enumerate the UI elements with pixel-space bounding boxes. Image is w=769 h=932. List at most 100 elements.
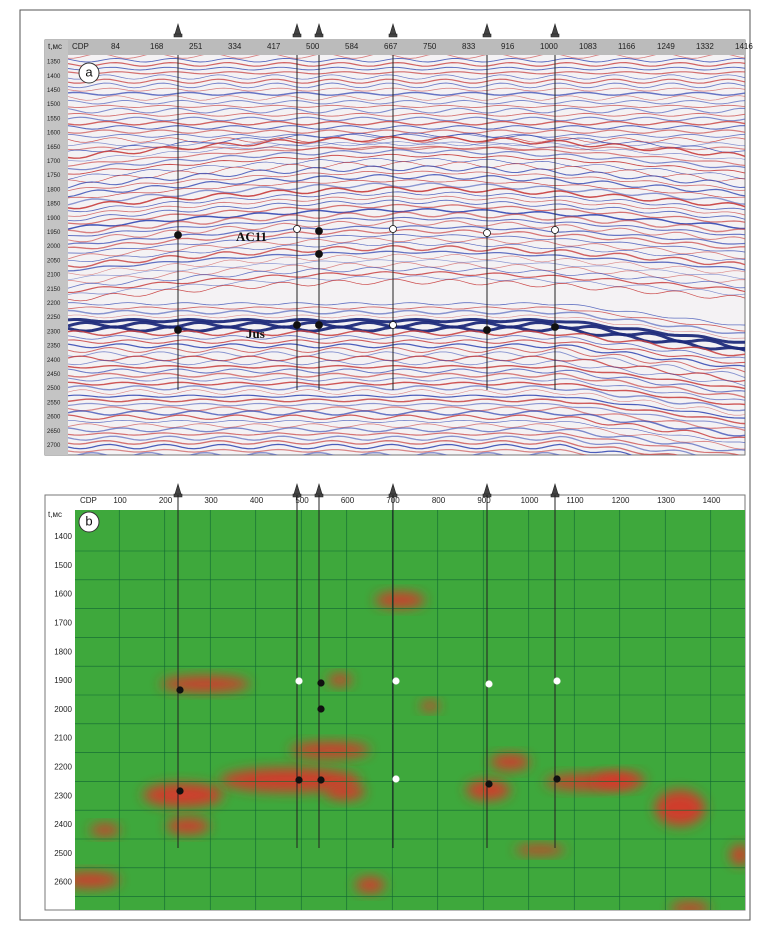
y-tick-label: 1600 (47, 131, 61, 137)
y-tick-label: 1650 (47, 145, 61, 151)
anomaly (75, 872, 120, 888)
seismic-trace (68, 182, 745, 206)
well-icon (482, 482, 492, 498)
seismic-trace (68, 149, 745, 171)
seismic-trace (68, 82, 745, 89)
seismic-trace (68, 170, 745, 192)
seismic-trace (68, 99, 745, 105)
seismic-trace (68, 153, 745, 175)
seismic-trace (68, 402, 745, 429)
x-tick-label: CDP (72, 42, 89, 51)
well-marker (553, 677, 561, 685)
top-axis-bar (45, 40, 745, 55)
anomaly (143, 783, 223, 807)
well-marker (392, 677, 400, 685)
anomaly (220, 768, 360, 792)
well-marker (553, 775, 561, 783)
seismic-trace (68, 61, 745, 67)
y-tick-label: 1700 (47, 159, 61, 165)
seismic-trace (68, 165, 745, 189)
seismic-trace (68, 253, 745, 276)
seismic-trace (68, 135, 745, 159)
y-tick-label: 2300 (47, 329, 61, 335)
well-marker (176, 787, 184, 795)
well-icon (388, 22, 398, 38)
well-marker (483, 326, 491, 334)
y-tick-label: 2400 (54, 820, 72, 829)
seismic-trace (68, 211, 745, 234)
anomaly (375, 592, 425, 608)
seismic-trace (68, 228, 745, 250)
well-marker (315, 250, 323, 258)
horizon-label: AC11 (236, 229, 267, 244)
seismic-trace (68, 57, 745, 63)
seismic-trace (68, 195, 745, 217)
x-tick-label: 1100 (566, 496, 584, 505)
seismic-trace (68, 406, 745, 432)
anomaly (160, 676, 250, 692)
x-tick-label: 800 (432, 496, 446, 505)
seismic-trace (68, 317, 745, 344)
seismic-trace (68, 381, 745, 406)
y-tick-label: 2400 (47, 358, 61, 364)
seismic-trace (68, 439, 680, 455)
y-tick-label: 1800 (47, 187, 61, 193)
anomaly (355, 877, 385, 893)
y-tick-label: 2250 (47, 315, 61, 321)
seismic-trace (68, 120, 745, 126)
y-tick-label: 1950 (47, 230, 61, 236)
seismic-trace (68, 394, 745, 419)
seismic-trace (68, 173, 745, 198)
well-marker (293, 321, 301, 329)
panel-label: a (85, 64, 93, 79)
x-tick-label: 667 (384, 42, 398, 51)
well-icon (173, 22, 183, 38)
x-tick-label: 1083 (579, 42, 597, 51)
seismic-trace (68, 219, 745, 243)
seismic-trace (68, 71, 745, 75)
y-tick-label: 2550 (47, 400, 61, 406)
well-marker (174, 231, 182, 239)
x-tick-label: 833 (462, 42, 476, 51)
y-tick-label: 2700 (47, 443, 61, 449)
x-tick-label: 200 (159, 496, 173, 505)
seismic-trace (68, 427, 745, 452)
seismic-trace (68, 125, 745, 130)
seismic-trace (68, 372, 745, 399)
x-tick-label: 1000 (540, 42, 558, 51)
seismic-trace (68, 129, 745, 134)
seismic-trace (68, 419, 745, 443)
x-tick-label: 84 (111, 42, 120, 51)
anomaly (290, 742, 370, 758)
well-marker (293, 225, 301, 233)
anomaly (515, 845, 565, 855)
well-icon (482, 22, 492, 38)
x-tick-label: 1332 (696, 42, 714, 51)
seismic-trace (68, 435, 698, 455)
seismic-trace (68, 266, 745, 289)
well-marker (315, 321, 323, 329)
seismic-trace (68, 55, 745, 59)
left-axis-bar (45, 40, 68, 455)
y-tick-label: 1500 (47, 102, 61, 108)
seismic-trace (68, 241, 745, 263)
anomaly (466, 780, 510, 800)
y-tick-label: 1700 (54, 619, 72, 628)
x-tick-label: 500 (306, 42, 320, 51)
seismic-trace (68, 208, 745, 230)
seismic-trace (68, 104, 745, 108)
y-tick-label: 2300 (54, 791, 72, 800)
well-marker (317, 776, 325, 784)
x-tick-label: 500 (295, 496, 309, 505)
well-marker (392, 775, 400, 783)
well-marker (389, 225, 397, 233)
x-tick-label: 334 (228, 42, 242, 51)
seismic-trace (68, 278, 745, 302)
well-icon (314, 482, 324, 498)
x-tick-label: 600 (341, 496, 355, 505)
seismic-trace (68, 306, 745, 332)
seismic-traces (68, 55, 745, 455)
x-tick-label: 1166 (618, 42, 636, 51)
y-tick-label: 2000 (54, 705, 72, 714)
